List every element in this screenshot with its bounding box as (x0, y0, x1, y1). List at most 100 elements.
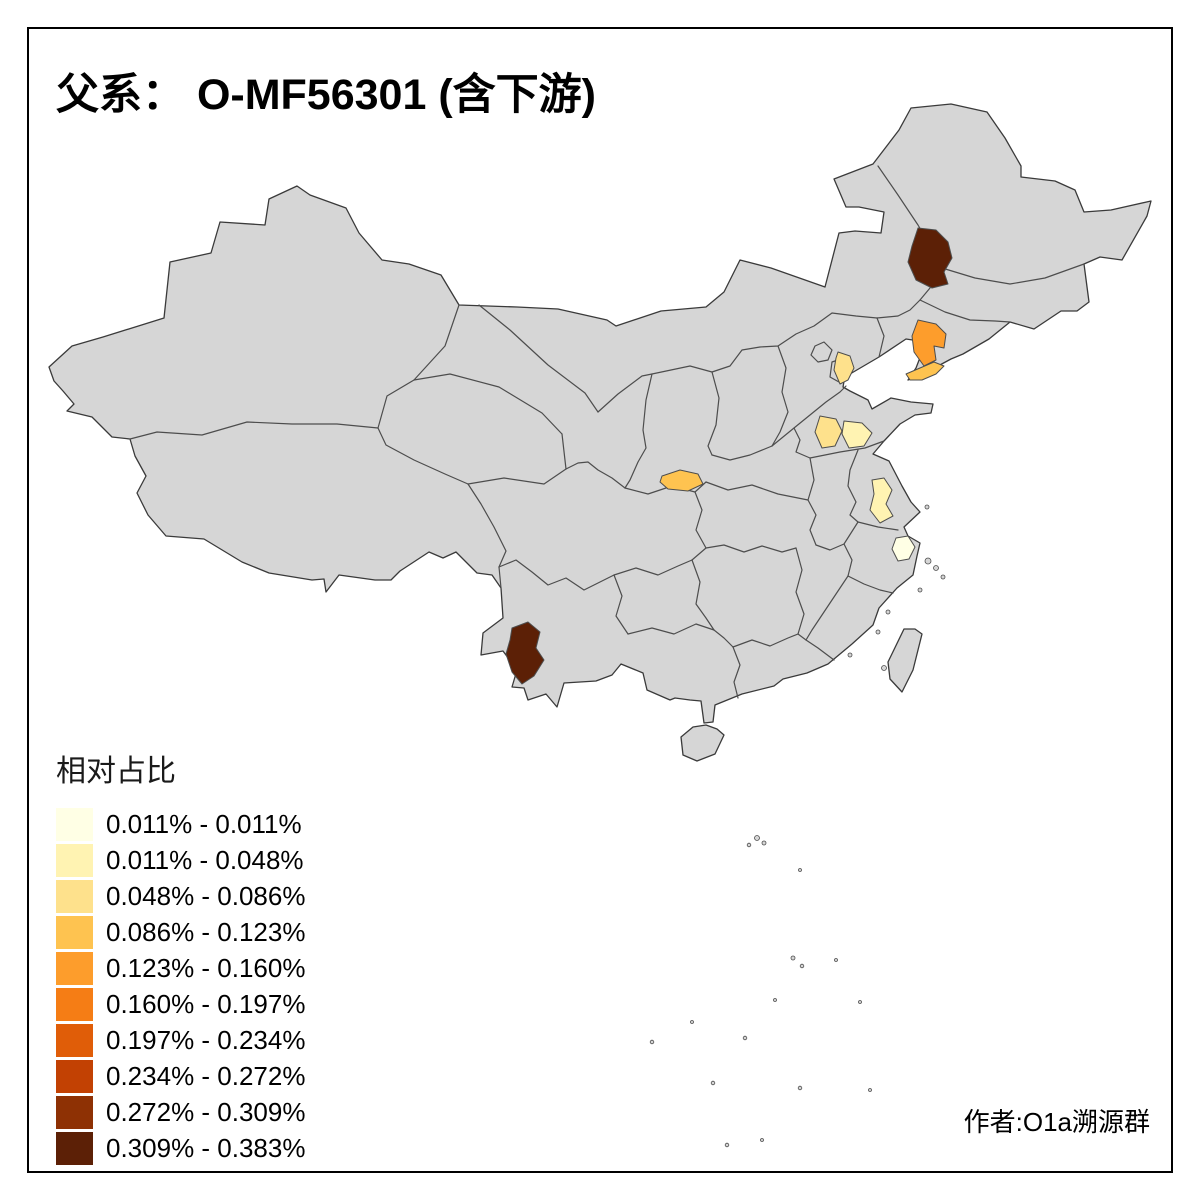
province-border-line (919, 299, 1011, 323)
attribution: 作者:O1a溯源群 (963, 1107, 1150, 1137)
province-border-line (478, 304, 599, 413)
islet (690, 1020, 694, 1024)
legend-swatch (56, 879, 93, 913)
islet (797, 1085, 803, 1091)
islet (754, 835, 760, 841)
province-border-line (771, 345, 789, 447)
province-border-line (805, 575, 849, 641)
province-border-line (847, 449, 859, 523)
province-border-line (624, 373, 653, 489)
islet (798, 868, 802, 872)
taiwan-island (887, 628, 923, 693)
province-border-line (795, 547, 805, 635)
legend-label: 0.123% - 0.160% (106, 952, 306, 983)
province-border-line (771, 385, 847, 447)
legend-label: 0.234% - 0.272% (106, 1060, 306, 1091)
province-border-line (413, 373, 563, 435)
legend-swatch (56, 987, 93, 1021)
offshore-islands (649, 504, 946, 1148)
legend-label: 0.011% - 0.011% (106, 808, 302, 839)
legend-row: 0.086% - 0.123% (56, 914, 305, 950)
legend-row: 0.272% - 0.309% (56, 1094, 305, 1130)
legend-swatch (56, 1023, 93, 1057)
islet (790, 955, 796, 961)
region-tianjin-area (833, 351, 855, 385)
province-border-line (613, 559, 693, 576)
choropleth-regions (505, 227, 953, 685)
legend-swatch (56, 1095, 93, 1129)
region-liaoning-central (911, 319, 947, 367)
legend-label: 0.272% - 0.309% (106, 1096, 306, 1127)
legend-row: 0.309% - 0.383% (56, 1130, 305, 1166)
legend-row: 0.011% - 0.048% (56, 842, 305, 878)
province-border-line (815, 521, 859, 551)
province-border-line (713, 629, 734, 648)
legend-title: 相对占比 (56, 755, 176, 788)
islet (885, 609, 891, 615)
province-border-line (129, 421, 379, 440)
islet (917, 587, 923, 593)
province-border-line (498, 566, 502, 589)
province-border-line (467, 483, 507, 568)
legend-row: 0.123% - 0.160% (56, 950, 305, 986)
province-border-line (732, 646, 741, 699)
legend-label: 0.309% - 0.383% (106, 1132, 306, 1163)
province-border-line (876, 317, 885, 358)
province-border-line (627, 623, 715, 635)
legend-label: 0.197% - 0.234% (106, 1024, 306, 1055)
province-border-line (597, 312, 878, 413)
legend-label: 0.048% - 0.086% (106, 880, 306, 911)
region-shandong-central (841, 420, 873, 449)
islet (847, 652, 853, 658)
province-border-line (467, 468, 567, 485)
islet (724, 1142, 730, 1148)
legend-swatch (56, 1131, 93, 1165)
islet (799, 963, 805, 969)
legend-swatch (56, 807, 93, 841)
islet (834, 958, 838, 962)
province-border-line (691, 559, 715, 631)
province-border-line (810, 341, 833, 363)
legend-row: 0.011% - 0.011% (56, 806, 305, 842)
hainan-island (680, 724, 725, 762)
islet (924, 504, 930, 510)
province-border-line (847, 575, 894, 594)
province-border-line (498, 559, 615, 591)
region-shaanxi-south (659, 469, 704, 492)
legend-swatch (56, 951, 93, 985)
province-border-line (941, 263, 1085, 285)
region-liaoning-south (905, 361, 945, 381)
islet (868, 1088, 872, 1092)
province-border-line (711, 445, 773, 461)
region-northeast-dark (907, 227, 953, 289)
region-yunnan-west-dark (505, 621, 545, 685)
islet (773, 998, 777, 1002)
region-jiangsu-central (869, 477, 894, 524)
legend-row: 0.048% - 0.086% (56, 878, 305, 914)
province-border-line (565, 461, 626, 489)
province-border-line (561, 433, 567, 470)
islet (875, 629, 881, 635)
figure-title: 父系： O-MF56301 (含下游) (56, 71, 596, 119)
province-border-line (691, 491, 707, 561)
province-border-line (705, 481, 809, 501)
legend-row: 0.197% - 0.234% (56, 1022, 305, 1058)
region-coastal-palest (891, 535, 916, 562)
province-border-line (705, 544, 797, 553)
islet (881, 665, 887, 671)
legend-row: 0.160% - 0.197% (56, 986, 305, 1022)
islet (742, 1035, 748, 1041)
islet (940, 574, 946, 580)
islet (933, 565, 939, 571)
islet (761, 840, 767, 846)
legend-label: 0.086% - 0.123% (106, 916, 306, 947)
legend-swatch (56, 915, 93, 949)
province-border-line (707, 371, 720, 456)
islet (760, 1138, 764, 1142)
province-border-line (613, 574, 629, 635)
islet (710, 1080, 716, 1086)
province-border-line (843, 543, 853, 577)
province-borders (129, 165, 1085, 699)
